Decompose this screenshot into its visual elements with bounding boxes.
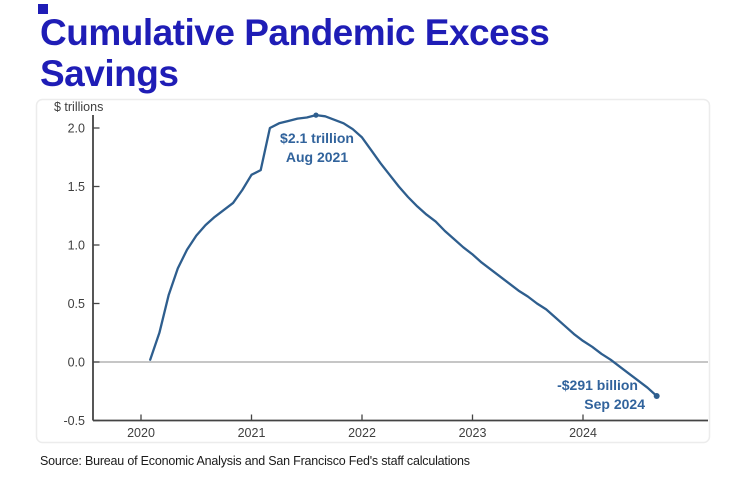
y-tick-label: 0.5 — [68, 297, 85, 311]
source-note: Source: Bureau of Economic Analysis and … — [40, 454, 470, 468]
logo-mark — [38, 4, 48, 14]
y-tick-marks — [93, 127, 100, 422]
trough-annotation-value: -$291 billion — [557, 377, 638, 393]
x-tick-labels: 2020 2021 2022 2023 2024 — [127, 426, 597, 440]
x-tick-label: 2022 — [348, 426, 376, 440]
end-marker-dot — [653, 393, 660, 399]
peak-annotation-date: Aug 2021 — [286, 149, 348, 165]
trough-annotation: -$291 billion Sep 2024 — [557, 377, 645, 412]
page-title: Cumulative Pandemic Excess Savings — [40, 12, 680, 95]
title-line-2: Savings — [40, 53, 179, 95]
peak-annotation: $2.1 trillion Aug 2021 — [280, 130, 354, 165]
y-tick-label: 1.0 — [68, 239, 85, 253]
x-tick-label: 2020 — [127, 426, 155, 440]
y-tick-label: -0.5 — [63, 414, 85, 428]
y-tick-label: 2.0 — [68, 122, 85, 136]
savings-series-line — [149, 113, 658, 398]
trough-annotation-date: Sep 2024 — [584, 396, 645, 412]
peak-marker-dot — [313, 112, 319, 118]
x-tick-marks — [140, 414, 584, 421]
y-tick-labels: 2.0 1.5 1.0 0.5 0.0 -0.5 — [63, 122, 85, 429]
y-tick-label: 1.5 — [68, 180, 85, 194]
x-tick-label: 2024 — [569, 426, 597, 440]
x-tick-label: 2023 — [459, 426, 487, 440]
title-line-1: Cumulative Pandemic Excess — [40, 12, 550, 53]
x-tick-label: 2021 — [238, 426, 266, 440]
chart-frame — [35, 98, 711, 444]
y-axis-title: $ trillions — [54, 100, 103, 114]
y-tick-label: 0.0 — [68, 356, 85, 370]
peak-annotation-value: $2.1 trillion — [280, 130, 354, 146]
